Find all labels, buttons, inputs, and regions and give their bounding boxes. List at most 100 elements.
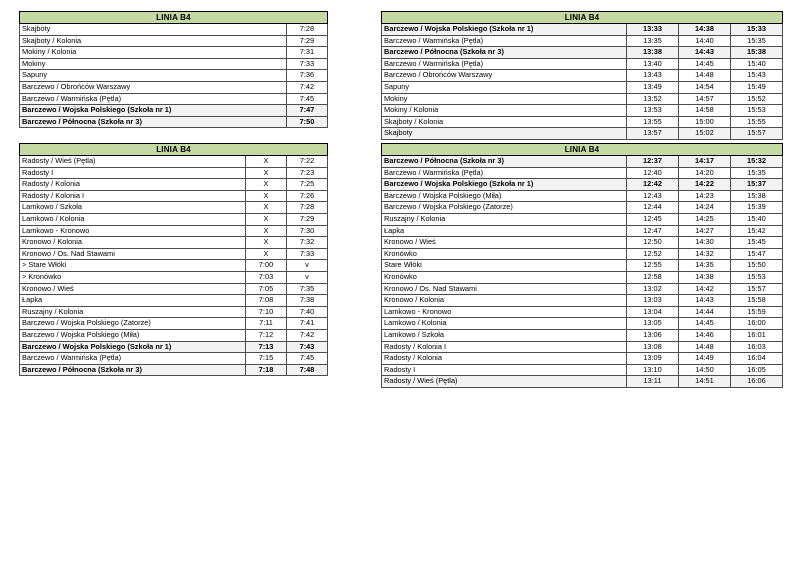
departure-time: 14:30 [678,236,731,249]
stop-name: Barczewo / Wojska Polskiego (Zatorze) [381,201,627,214]
departure-time: 15:57 [729,127,784,140]
table-row: Sapuny 13:49 14:54 15:49 [381,80,784,94]
stop-name: Mokiny [381,92,627,106]
departure-time: 7:38 [285,294,329,307]
stop-name: Radosty I [381,363,627,377]
departure-time: 7:08 [245,294,287,307]
table-row: Radosty I 13:10 14:50 16:05 [381,363,784,377]
timetable-bottom-right: LINIA B4 Barczewo / Północna (Szkoła nr … [380,143,784,388]
table-row: Ruszajny / Kolonia 7:10 7:40 [19,305,329,319]
departure-time: 13:57 [626,127,679,140]
departure-time: X [245,155,287,168]
stop-name: Barczewo / Warmińska (Pętla) [19,92,287,106]
departure-time: 13:49 [626,80,679,94]
table-header-row: LINIA B4 [380,11,784,24]
departure-time: 14:40 [678,34,731,48]
departure-time: 12:43 [626,189,679,203]
departure-time: 13:53 [626,104,679,117]
departure-time: 7:50 [285,115,329,129]
departure-time: 15:35 [729,34,784,48]
departure-time: 13:02 [626,282,679,296]
departure-time: X [245,166,287,180]
departure-time: 15:40 [729,212,784,226]
departure-time: 15:02 [678,127,731,140]
departure-time: 16:00 [729,317,784,330]
table-row: Radosty / Kolonia 13:09 14:49 16:04 [381,352,784,365]
table-header-row: LINIA B4 [380,143,784,156]
table-row: > Stare Włóki 7:00 v [19,259,329,272]
line-title: LINIA B4 [18,143,329,156]
table-body: Skajboty 7:28 Skajboty / Kolonia 7:29 Mokiny… [19,23,329,129]
table-row: Barczewo / Warmińska (Pętla) 7:15 7:45 [19,352,329,365]
table-row: Barczewo / Wojska Polskiego (Szkoła nr 1… [19,104,329,117]
departure-time: 15:58 [729,294,784,307]
departure-time: 15:55 [729,115,784,129]
departure-time: 12:42 [626,178,679,191]
departure-time: 7:33 [285,247,329,261]
stop-name: Barczewo / Północna (Szkoła nr 3) [19,115,287,129]
stop-name: Barczewo / Wojska Polskiego (Szkoła nr 1… [19,104,287,117]
departure-time: 14:43 [678,46,731,59]
departure-time: 15:00 [678,115,731,129]
stop-name: Mokiny / Kolonia [19,46,287,59]
stop-name: Kronowo / Os. Nad Stawami [19,247,246,261]
stop-name: Ruszajny / Kolonia [19,305,246,319]
departure-time: 7:41 [285,317,329,330]
departure-time: 14:45 [678,57,731,71]
stop-name: Radosty I [19,166,246,180]
table-row: Lamkowo / Szkoła X 7:28 [19,201,329,214]
departure-time: 14:27 [678,224,731,238]
departure-time: 13:03 [626,294,679,307]
table-row: Kronówko 12:58 14:38 15:53 [381,270,784,284]
departure-time: 14:35 [678,259,731,272]
line-title: LINIA B4 [380,143,784,156]
departure-time: 7:31 [285,46,329,59]
departure-time: 14:46 [678,328,731,342]
departure-time: 7:33 [285,57,329,71]
table-row: Radosty / Kolonia I 13:08 14:48 16:03 [381,340,784,354]
table-row: Barczewo / Obrońców Warszawy 7:42 [19,80,329,94]
table-row: Łapka 12:47 14:27 15:42 [381,224,784,238]
table-row: Radosty / Wieś (Pętla) X 7:22 [19,155,329,168]
timetable-bottom-left: LINIA B4 Radosty / Wieś (Pętla) X 7:22 Rado… [18,143,329,377]
table-row: Barczewo / Wojska Polskiego (Szkoła nr 1… [381,178,784,191]
stop-name: Ruszajny / Kolonia [381,212,627,226]
departure-time: 13:10 [626,363,679,377]
stop-name: Mokiny / Kolonia [381,104,627,117]
departure-time: 13:06 [626,328,679,342]
stop-name: Lamkowo / Kolonia [19,212,246,226]
table-header-row: LINIA B4 [19,11,328,24]
departure-time: 13:35 [626,34,679,48]
table-row: Barczewo / Północna (Szkoła nr 3) 7:18 7:4… [19,363,329,377]
departure-time: 7:00 [245,259,287,272]
departure-time: 14:51 [678,375,731,388]
departure-time: 7:45 [285,92,329,106]
stop-name: Skajboty [19,23,287,36]
table-row: Mokiny / Kolonia 13:53 14:58 15:53 [381,104,784,117]
departure-time: 15:59 [729,305,784,319]
departure-time: 12:44 [626,201,679,214]
departure-time: 15:37 [729,178,784,191]
table-row: Stare Włóki 12:55 14:35 15:50 [381,259,784,272]
departure-time: 16:01 [729,328,784,342]
departure-time: 12:52 [626,247,679,261]
departure-time: 14:38 [678,270,731,284]
departure-time: 12:55 [626,259,679,272]
stop-name: Radosty / Wieś (Pętla) [381,375,627,388]
table-row: Barczewo / Wojska Polskiego (Zatorze) 12:… [381,201,784,214]
stop-name: Kronówko [381,247,627,261]
departure-time: 16:06 [729,375,784,388]
departure-time: X [245,224,287,238]
departure-time: 7:43 [285,340,329,354]
stop-name: Sapuny [19,69,287,82]
departure-time: X [245,189,287,203]
departure-time: 7:11 [245,317,287,330]
stop-name: Barczewo / Północna (Szkoła nr 3) [19,363,246,377]
stop-name: Kronówko [381,270,627,284]
departure-time: 12:37 [626,155,679,168]
timetable-top-left: LINIA B4 Skajboty 7:28 Skajboty / Kolonia 7… [19,11,329,129]
stop-name: Łapka [381,224,627,238]
stop-name: Barczewo / Obrońców Warszawy [19,80,287,94]
departure-time: 12:45 [626,212,679,226]
departure-time: 7:28 [285,23,329,36]
